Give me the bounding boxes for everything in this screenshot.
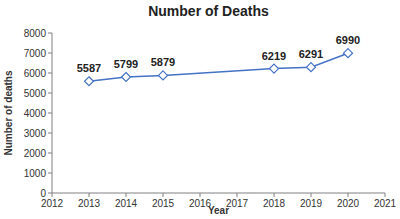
y-tick (48, 133, 52, 134)
x-axis-label: Year (208, 205, 229, 216)
y-tick (48, 73, 52, 74)
data-label: 6990 (336, 34, 360, 46)
x-tick-label: 2013 (78, 198, 101, 209)
y-tick-label: 3000 (24, 128, 47, 139)
y-tick-label: 0 (40, 188, 46, 199)
y-tick (48, 53, 52, 54)
y-tick-label: 4000 (24, 108, 47, 119)
x-tick (348, 193, 349, 197)
x-tick-label: 2020 (337, 198, 360, 209)
x-tick-label: 2019 (300, 198, 323, 209)
data-label: 6219 (262, 50, 286, 62)
y-tick (48, 153, 52, 154)
y-tick (48, 33, 52, 34)
x-tick-label: 2015 (152, 198, 175, 209)
x-tick-label: 2018 (263, 198, 286, 209)
y-tick-label: 5000 (24, 88, 47, 99)
x-tick (89, 193, 90, 197)
x-tick-label: 2014 (115, 198, 138, 209)
y-tick (48, 193, 52, 194)
chart-svg: Number of Deaths 0 1000 2000 3000 4000 5000 600… (0, 0, 400, 219)
x-axis-line (52, 193, 385, 194)
x-tick (52, 193, 53, 197)
data-marker (307, 63, 316, 72)
plot-area (85, 49, 353, 86)
x-tick (385, 193, 386, 197)
data-marker (85, 77, 94, 86)
y-tick-label: 7000 (24, 48, 47, 59)
y-tick (48, 173, 52, 174)
x-tick (311, 193, 312, 197)
data-label: 5879 (151, 56, 175, 68)
x-tick (274, 193, 275, 197)
data-label: 6291 (299, 48, 323, 60)
y-tick-label: 2000 (24, 148, 47, 159)
data-label: 5587 (77, 62, 101, 74)
y-tick (48, 113, 52, 114)
chart-container: Number of Deaths 0 1000 2000 3000 4000 5000 600… (0, 0, 400, 219)
data-marker (159, 71, 168, 80)
x-tick (200, 193, 201, 197)
x-tick-label: 2012 (41, 198, 64, 209)
x-tick-label: 2021 (374, 198, 397, 209)
x-tick (237, 193, 238, 197)
y-tick-label: 1000 (24, 168, 47, 179)
x-tick-label: 2017 (226, 198, 249, 209)
y-axis-label: Number of deaths (3, 70, 14, 155)
y-tick (48, 93, 52, 94)
chart-title: Number of Deaths (148, 3, 269, 19)
x-tick (163, 193, 164, 197)
data-marker (344, 49, 353, 58)
data-marker (270, 64, 279, 73)
data-marker (122, 73, 131, 82)
y-tick-label: 6000 (24, 68, 47, 79)
data-label: 5799 (114, 58, 138, 70)
x-tick (126, 193, 127, 197)
y-tick-label: 8000 (24, 28, 47, 39)
